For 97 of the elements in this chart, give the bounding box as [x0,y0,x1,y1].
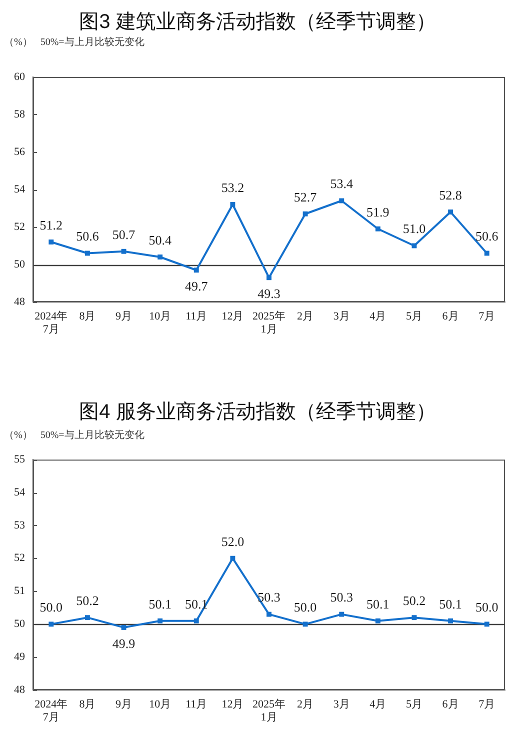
x-tick-label: 3月 [333,698,350,710]
y-axis-title: （%） [4,429,32,443]
point [158,254,163,260]
y-tick-label: 52 [14,552,25,564]
point [484,250,490,256]
data-label: 50.1 [366,596,390,612]
y-tick-label: 51 [14,585,25,598]
data-label: 52.8 [439,187,462,202]
data-label: 50.2 [402,593,426,608]
x-tick-label: 2月 [297,698,314,710]
x-tick-label: 8月 [79,310,96,322]
y-tick-label: 50 [14,258,26,270]
x-tick-label: 4月 [370,698,386,710]
data-label: 52.7 [294,189,318,204]
data-label: 53.2 [221,180,244,195]
x-tick-label: 2024年 7月 [34,698,68,724]
y-tick-label: 54 [14,183,26,196]
data-label: 51.0 [402,221,426,236]
x-tick-label: 10月 [149,310,172,322]
point [339,198,344,204]
data-label: 50.3 [330,590,353,605]
y-tick-label: 48 [14,684,26,696]
x-tick-label: 6月 [442,698,459,710]
data-label: 49.9 [112,636,136,651]
x-tick-label: 11月 [186,310,208,322]
point [375,226,380,232]
y-tick-label: 49 [14,650,26,663]
y-tick-label: 52 [14,220,25,233]
point [266,275,272,280]
point [48,622,54,627]
y-tick-label: 50 [14,618,26,630]
x-tick-label: 8月 [79,698,96,710]
data-label: 50.0 [40,600,63,615]
point [84,615,90,620]
point [412,615,417,620]
data-label: 50.2 [76,593,99,608]
text: 50%=与上月比较无变化 [40,428,144,443]
point [121,624,126,630]
point [230,202,236,207]
data-label: 50.6 [76,228,100,244]
point [448,210,454,214]
x-tick-label: 3月 [333,310,350,322]
point [302,622,308,627]
point [484,622,490,627]
data-label: 50.0 [475,600,498,615]
point [194,268,199,273]
x-tick-label: 7月 [478,698,496,710]
x-tick-label: 9月 [116,310,132,322]
x-tick-label: 2025年 1月 [252,698,286,724]
data-label: 53.4 [330,176,354,192]
y-tick-label: 48 [14,296,26,308]
point [302,211,308,216]
point [84,250,90,256]
x-tick-label: 2025年 1月 [252,310,286,336]
y-tick-label: 53 [14,519,26,532]
point [121,248,126,254]
data-label: 51.9 [366,204,390,220]
x-tick-label: 7月 [478,310,496,322]
chart-title: 图4 服务业商务活动指数（经季节调整） [78,400,437,425]
point [230,556,236,561]
x-tick-label: 11月 [186,698,208,710]
data-label: 50.0 [294,600,317,615]
y-tick-label: 56 [14,146,26,158]
point [375,618,380,624]
data-label: 50.4 [148,232,172,248]
chart-title: 图3 建筑业商务活动指数（经季节调整） [78,10,437,35]
data-label: 49.3 [258,286,280,302]
point [194,618,199,624]
x-tick-label: 2月 [297,310,314,322]
y-axis-title: （%） [4,36,32,50]
data-label: 52.0 [221,534,244,549]
y-tick-label: 60 [14,70,26,83]
data-label: 51.2 [40,217,63,232]
data-label: 50.6 [475,228,499,244]
point [339,612,344,617]
point [448,618,454,624]
point [266,612,272,617]
data-label: 50.3 [258,590,280,605]
x-tick-label: 9月 [116,698,132,710]
point [48,240,54,244]
y-tick-label: 55 [14,453,26,466]
x-tick-label: 12月 [222,310,244,322]
data-label: 50.7 [112,226,136,242]
y-tick-label: 54 [14,486,26,498]
x-tick-label: 2024年 7月 [34,310,68,336]
y-tick-label: 58 [14,108,26,120]
x-tick-label: 12月 [222,698,244,710]
x-tick-label: 5月 [406,310,422,322]
x-tick-label: 6月 [442,310,459,322]
x-tick-label: 5月 [406,698,422,710]
x-tick-label: 4月 [370,310,386,322]
point [158,618,163,624]
x-tick-label: 10月 [149,698,172,710]
data-label: 49.7 [185,278,208,294]
text: 50%=与上月比较无变化 [40,36,144,50]
data-label: 50.1 [148,596,172,612]
data-label: 50.1 [439,596,462,612]
